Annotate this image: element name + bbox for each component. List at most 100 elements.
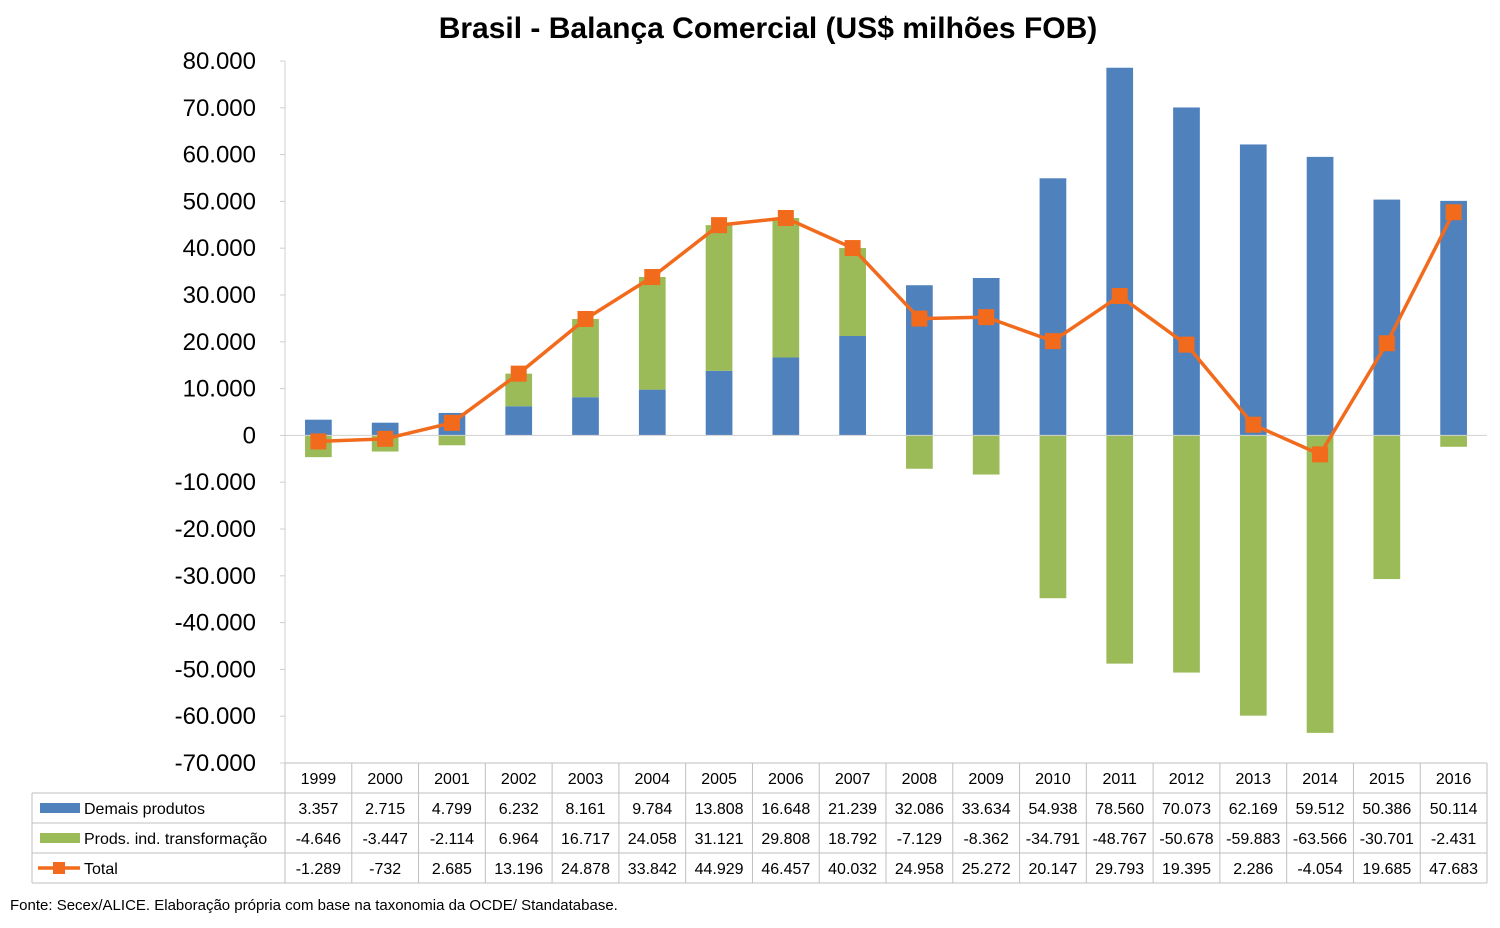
- x-tick-label: 2011: [1103, 771, 1138, 788]
- total-point: [978, 309, 995, 326]
- data-label: 40.032: [828, 861, 877, 878]
- total-point: [1178, 336, 1195, 353]
- data-label: 9.784: [632, 801, 672, 818]
- data-label: 59.512: [1296, 801, 1345, 818]
- bar-demais-produtos: [572, 397, 599, 436]
- data-label: 3.357: [298, 801, 338, 818]
- data-label: -30.701: [1360, 831, 1414, 848]
- data-label: -4.646: [296, 831, 341, 848]
- y-tick-label: -60.000: [175, 703, 256, 730]
- total-point: [777, 209, 794, 226]
- data-label: 16.717: [561, 831, 610, 848]
- y-tick-label: -70.000: [175, 750, 256, 777]
- data-label: 16.648: [761, 801, 810, 818]
- legend-swatch: [40, 833, 80, 843]
- y-tick-label: -50.000: [175, 656, 256, 683]
- data-label: 19.395: [1162, 861, 1211, 878]
- y-tick-label: -20.000: [175, 516, 256, 543]
- total-point: [1245, 416, 1262, 433]
- total-point: [1312, 446, 1329, 463]
- bar-prods-ind-transformacao: [705, 225, 733, 371]
- data-label: -732: [369, 861, 401, 878]
- data-label: -63.566: [1293, 831, 1347, 848]
- total-point: [1445, 204, 1462, 221]
- legend-label: Demais produtos: [84, 801, 205, 818]
- total-point: [1111, 287, 1128, 304]
- total-point: [1044, 333, 1061, 350]
- bar-demais-produtos: [705, 370, 733, 436]
- total-point: [911, 310, 928, 327]
- x-tick-label: 2007: [835, 771, 871, 788]
- x-tick-label: 2014: [1302, 771, 1338, 788]
- x-tick-label: 2000: [367, 771, 403, 788]
- data-label: 62.169: [1229, 801, 1278, 818]
- y-tick-label: 70.000: [183, 95, 256, 122]
- bar-demais-produtos: [772, 357, 800, 436]
- legend-marker: [53, 862, 65, 874]
- data-label: 8.161: [565, 801, 605, 818]
- data-label: -2.114: [430, 831, 474, 848]
- y-tick-label: 0: [243, 422, 256, 449]
- data-label: 2.286: [1233, 861, 1273, 878]
- data-label: 50.114: [1430, 801, 1478, 818]
- chart-title: Brasil - Balança Comercial (US$ milhões …: [439, 12, 1098, 45]
- source-note: Fonte: Secex/ALICE. Elaboração própria c…: [10, 897, 618, 914]
- bar-prods-ind-transformacao: [839, 248, 866, 337]
- y-tick-label: 30.000: [183, 282, 256, 309]
- data-label: 13.808: [695, 801, 744, 818]
- data-label: -50.678: [1159, 831, 1213, 848]
- bar-demais-produtos: [1106, 67, 1134, 436]
- data-label: -1.289: [296, 861, 341, 878]
- data-label: 19.685: [1362, 861, 1411, 878]
- x-tick-label: 2003: [568, 771, 604, 788]
- x-tick-label: 2012: [1169, 771, 1205, 788]
- bar-demais-produtos: [1373, 199, 1401, 436]
- data-label: 2.685: [432, 861, 472, 878]
- data-label: 70.073: [1162, 801, 1211, 818]
- data-label: 31.121: [695, 831, 744, 848]
- legend-label: Prods. ind. transformação: [84, 831, 267, 848]
- data-label: 21.239: [828, 801, 877, 818]
- bar-prods-ind-transformacao: [1373, 435, 1401, 580]
- data-label: 13.196: [494, 861, 543, 878]
- bar-demais-produtos: [1440, 200, 1467, 436]
- bar-demais-produtos: [1306, 156, 1334, 436]
- bar-prods-ind-transformacao: [1173, 435, 1200, 673]
- y-tick-label: 60.000: [183, 142, 256, 169]
- data-label: -34.791: [1026, 831, 1080, 848]
- y-tick-label: 50.000: [183, 188, 256, 215]
- data-label: 2.715: [365, 801, 405, 818]
- bar-prods-ind-transformacao: [1039, 435, 1067, 599]
- y-tick-label: 10.000: [183, 376, 256, 403]
- x-tick-label: 2005: [701, 771, 737, 788]
- x-tick-label: 2001: [434, 771, 470, 788]
- bar-prods-ind-transformacao: [1306, 435, 1334, 733]
- data-label: 32.086: [895, 801, 944, 818]
- bar-prods-ind-transformacao: [638, 277, 666, 390]
- data-label: 24.058: [628, 831, 677, 848]
- bar-prods-ind-transformacao: [1440, 435, 1467, 447]
- bar-prods-ind-transformacao: [1239, 435, 1267, 716]
- data-label: 6.232: [499, 801, 539, 818]
- data-label: 25.272: [962, 861, 1011, 878]
- data-label: 33.634: [962, 801, 1011, 818]
- total-point: [844, 240, 861, 257]
- y-tick-label: -30.000: [175, 563, 256, 590]
- data-label: -4.054: [1297, 861, 1342, 878]
- bar-prods-ind-transformacao: [572, 318, 599, 398]
- bar-demais-produtos: [1173, 107, 1200, 436]
- x-tick-label: 2002: [501, 771, 537, 788]
- bar-demais-produtos: [638, 389, 666, 436]
- data-label: -2.431: [1431, 831, 1476, 848]
- bar-demais-produtos: [1239, 144, 1267, 436]
- data-label: -7.129: [897, 831, 942, 848]
- x-tick-label: 2006: [768, 771, 804, 788]
- bar-demais-produtos: [305, 419, 332, 436]
- bar-prods-ind-transformacao: [772, 217, 800, 358]
- total-line: [310, 204, 1462, 463]
- data-label: 24.958: [895, 861, 944, 878]
- data-label: 47.683: [1429, 861, 1478, 878]
- data-label: 6.964: [499, 831, 539, 848]
- x-tick-label: 1999: [301, 771, 337, 788]
